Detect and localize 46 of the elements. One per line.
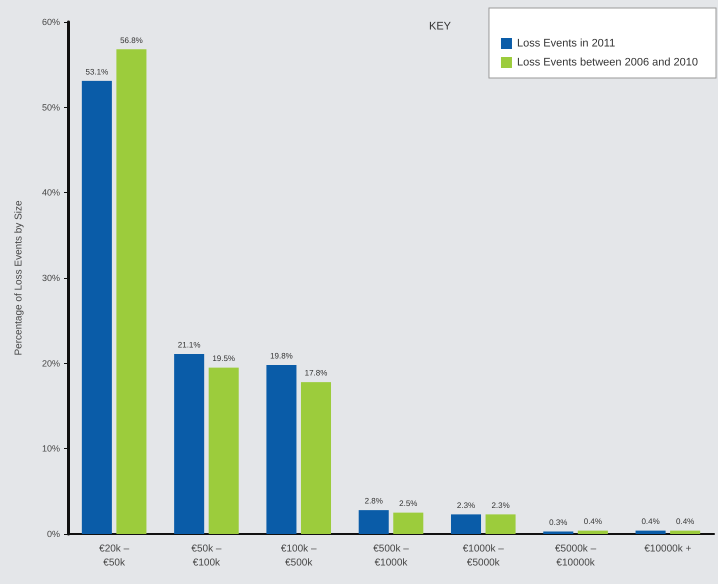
data-label: 0.4% — [641, 517, 660, 526]
data-label: 0.4% — [584, 517, 602, 526]
data-label: 0.3% — [549, 518, 568, 527]
bar — [82, 80, 112, 534]
x-tick-label: €50k – €100k — [191, 544, 222, 568]
data-label: 56.8% — [120, 36, 143, 45]
y-tick-label: 20% — [42, 358, 60, 368]
data-label: 21.1% — [178, 340, 200, 350]
x-tick-label: €1000k – €5000k — [462, 544, 504, 568]
bar — [266, 365, 296, 534]
legend-label: Loss Events between 2006 and 2010 — [516, 56, 698, 68]
y-tick-label: 60% — [42, 17, 60, 27]
data-label: 2.8% — [364, 496, 383, 506]
legend-title: KEY — [428, 20, 452, 32]
x-tick-label: €5000k – €10000k — [554, 544, 597, 568]
bar — [116, 49, 146, 534]
bar — [636, 530, 666, 534]
y-tick-label: 10% — [42, 444, 60, 454]
y-tick-label: 40% — [42, 188, 60, 198]
y-axis-title: Percentage of Loss Events by Size — [14, 200, 24, 356]
y-tick-label: 30% — [42, 273, 60, 283]
bar — [208, 368, 239, 534]
bar — [486, 514, 516, 534]
data-label: 19.8% — [270, 352, 293, 361]
bar — [670, 530, 700, 534]
bar — [543, 531, 574, 534]
bar — [578, 530, 608, 534]
y-tick-label: 50% — [42, 102, 60, 112]
bar — [358, 510, 389, 534]
x-tick-label: €10000k + — [644, 544, 692, 554]
bar — [393, 512, 424, 534]
bar — [450, 514, 482, 534]
data-label: 2.3% — [456, 500, 476, 510]
x-tick-label: €500k – €1000k — [373, 544, 410, 568]
data-label: 2.5% — [399, 499, 418, 508]
data-label: 0.4% — [676, 517, 694, 526]
data-label: 2.3% — [491, 500, 510, 510]
data-label: 17.8% — [304, 368, 328, 378]
bar — [174, 354, 204, 534]
data-label: 19.5% — [212, 354, 236, 364]
y-tick-label: 0% — [46, 529, 60, 539]
data-label: 53.1% — [86, 67, 108, 76]
bar — [300, 382, 332, 534]
x-tick-label: €100k – €500k — [280, 544, 317, 568]
legend-label: Loss Events in 2011 — [516, 38, 616, 50]
x-tick-label: €20k – €50k — [99, 544, 130, 568]
